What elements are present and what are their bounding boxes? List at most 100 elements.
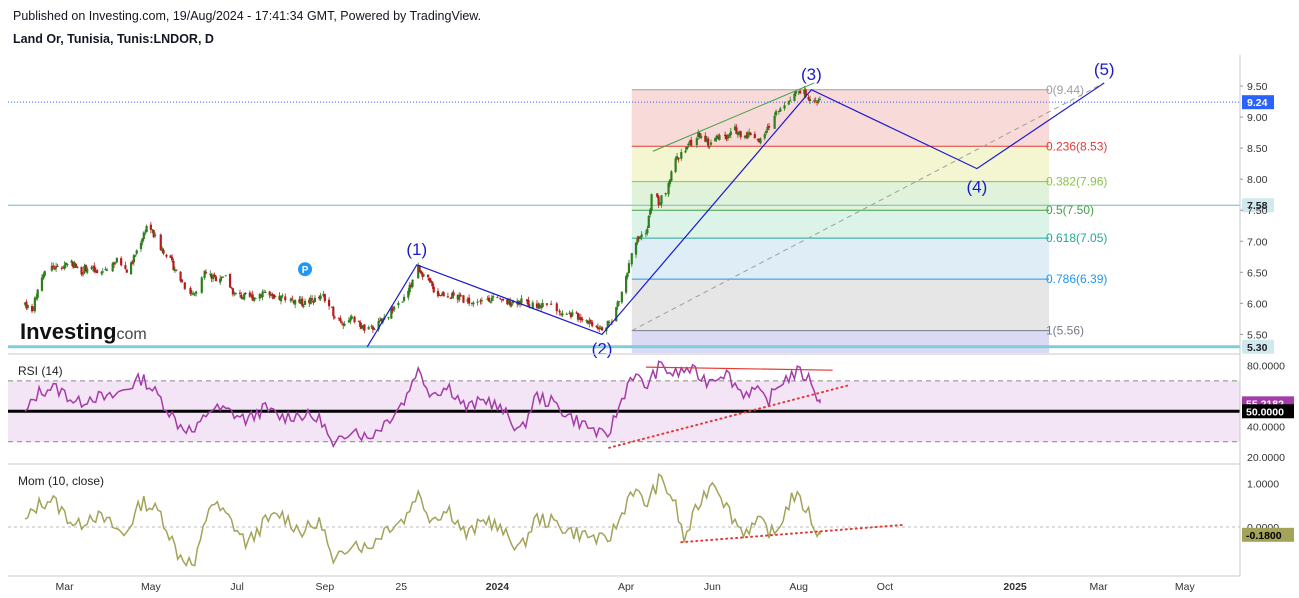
candle-body bbox=[373, 328, 376, 330]
candle-body bbox=[262, 291, 266, 293]
candle-body bbox=[531, 302, 534, 309]
candle-body bbox=[490, 297, 493, 301]
candle-body bbox=[347, 320, 350, 323]
candle-body bbox=[165, 254, 168, 257]
candle-body bbox=[301, 298, 304, 306]
candle-body bbox=[449, 298, 452, 300]
support-tag: 5.30 bbox=[1247, 342, 1268, 354]
candle-body bbox=[575, 312, 578, 314]
candle-body bbox=[318, 296, 321, 299]
candle-body bbox=[402, 296, 406, 301]
candle-body bbox=[667, 182, 670, 195]
candle-body bbox=[625, 276, 628, 293]
candle-body bbox=[452, 292, 455, 296]
candle-body bbox=[337, 317, 341, 319]
x-tick-label: Sep bbox=[315, 581, 334, 593]
candle-body bbox=[568, 312, 571, 314]
candle-body bbox=[350, 316, 353, 319]
fib-zone bbox=[631, 238, 1050, 280]
rsi-line bbox=[24, 360, 821, 449]
candle-body bbox=[417, 265, 420, 279]
candle-body bbox=[767, 126, 771, 128]
candle-body bbox=[248, 292, 251, 297]
candle-body bbox=[518, 301, 522, 304]
fib-zone bbox=[631, 210, 1050, 239]
mom-line bbox=[24, 472, 821, 568]
investing-watermark: Investing .com bbox=[20, 319, 147, 344]
candle-body bbox=[431, 281, 434, 287]
candle-body bbox=[743, 135, 747, 138]
candle-body bbox=[210, 274, 213, 279]
candle-body bbox=[687, 143, 690, 146]
candle-body bbox=[704, 135, 707, 142]
candle-body bbox=[80, 266, 83, 275]
candle-body bbox=[294, 299, 297, 305]
candle-body bbox=[571, 312, 574, 316]
wave-label: (4) bbox=[967, 178, 988, 197]
candle-body bbox=[322, 293, 325, 296]
candle-body bbox=[510, 303, 513, 307]
candle-body bbox=[418, 265, 421, 273]
fib-level-label: 0.786(6.39) bbox=[1046, 272, 1107, 286]
candle-body bbox=[269, 294, 273, 296]
candle-body bbox=[432, 286, 435, 293]
candle-body bbox=[733, 126, 737, 131]
candle-body bbox=[90, 267, 93, 269]
candle-body bbox=[203, 270, 206, 279]
fib-zone bbox=[631, 89, 1050, 147]
candle-body bbox=[753, 134, 756, 139]
candle-body bbox=[359, 321, 362, 327]
candle-body bbox=[30, 306, 34, 312]
resistance-tag: 7.58 bbox=[1247, 200, 1268, 212]
wave-label: (2) bbox=[592, 339, 613, 358]
x-tick-label: Oct bbox=[877, 581, 893, 593]
x-tick-label: Mar bbox=[56, 581, 75, 593]
candle-body bbox=[699, 135, 703, 138]
candle-body bbox=[391, 307, 394, 311]
watermark-suffix: .com bbox=[112, 326, 147, 343]
candle-body bbox=[189, 287, 192, 294]
candle-body bbox=[33, 297, 36, 312]
candle-body bbox=[70, 260, 73, 263]
candle-body bbox=[585, 320, 588, 322]
candle-body bbox=[650, 194, 653, 211]
candle-body bbox=[132, 255, 135, 263]
candle-body bbox=[308, 299, 311, 304]
candle-body bbox=[626, 272, 629, 278]
candle-body bbox=[725, 134, 728, 140]
candle-body bbox=[42, 274, 45, 279]
candle-body bbox=[545, 303, 549, 305]
candle-body bbox=[441, 293, 444, 296]
candle-body bbox=[724, 134, 727, 137]
y-tick-label: 9.50 bbox=[1247, 81, 1268, 93]
candle-body bbox=[636, 237, 639, 243]
candle-body bbox=[175, 269, 178, 271]
candle-body bbox=[32, 310, 35, 312]
candle-body bbox=[96, 270, 99, 274]
candle-body bbox=[84, 264, 87, 272]
last-price-tag: 9.24 bbox=[1247, 97, 1268, 109]
candle-body bbox=[558, 310, 561, 313]
last-price-tag-bg bbox=[1242, 95, 1274, 110]
candle-body bbox=[200, 277, 203, 293]
candle-body bbox=[561, 313, 564, 316]
rsi-y-tick: 80.0000 bbox=[1247, 361, 1285, 373]
candle-body bbox=[670, 171, 673, 181]
candle-body bbox=[496, 297, 499, 299]
candle-body bbox=[578, 316, 581, 320]
candle-body bbox=[274, 296, 277, 298]
candle-body bbox=[311, 298, 314, 301]
resistance-tag-bg bbox=[1242, 198, 1274, 213]
candle-body bbox=[62, 266, 65, 268]
candle-body bbox=[777, 110, 780, 112]
x-tick-label: Mar bbox=[1090, 581, 1109, 593]
candle-body bbox=[634, 242, 638, 255]
candle-body bbox=[302, 305, 305, 307]
fib-level-label: 1(5.56) bbox=[1046, 324, 1084, 338]
candle-body bbox=[292, 300, 295, 304]
candle-body bbox=[258, 293, 261, 299]
candle-body bbox=[540, 306, 543, 309]
candle-body bbox=[489, 301, 492, 303]
candle-body bbox=[74, 263, 77, 268]
